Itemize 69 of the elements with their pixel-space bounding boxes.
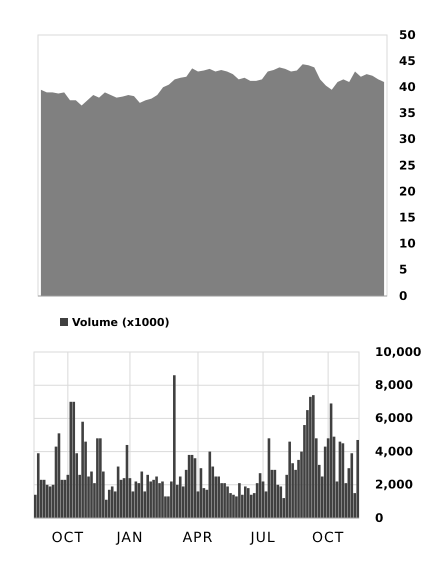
bar [268,438,270,518]
x-tick-label: JUL [249,530,276,546]
bar [126,444,128,518]
bar [116,466,120,518]
bar [342,443,344,518]
bar [350,453,354,518]
bar [58,433,60,518]
y-tick-label: 6,000 [375,411,413,426]
bar [246,488,250,518]
y-tick-label: 30 [399,132,416,146]
bar [134,481,138,518]
bar [110,486,114,518]
bar [48,486,52,518]
bar [161,481,164,518]
bar [42,480,46,518]
bar [188,454,190,518]
bar [232,494,235,518]
y-tick-label: 0 [399,288,408,303]
bar [309,396,312,518]
y-tick-label: 50 [399,28,416,42]
bar [178,476,182,518]
bar [226,486,229,518]
bar [99,438,102,518]
bar [279,486,282,518]
bar [108,490,111,518]
bar [223,483,226,518]
bar [274,470,276,518]
bar [238,483,241,518]
bar [69,402,72,518]
bar [36,453,40,518]
bar [173,375,176,518]
x-tick-label: APR [182,530,214,546]
bar [81,422,84,518]
y-tick-label: 10 [399,236,416,251]
y-tick-label: 25 [399,158,416,172]
bar [96,438,99,518]
bar [190,454,194,518]
bar [258,473,262,518]
y-tick-label: 10,000 [375,344,422,359]
bar [208,452,212,518]
bar [152,480,155,518]
x-tick-label: OCT [312,530,344,546]
bar [90,472,93,518]
y-tick-label: 20 [399,184,416,198]
bar [338,442,342,518]
bar [146,474,149,518]
y-tick-label: 8,000 [375,378,413,392]
y-tick-label: 0 [375,510,384,525]
bar [356,440,359,518]
bar [312,395,315,518]
bar [155,476,158,518]
y-tick-label: 4,000 [375,444,413,458]
x-tick-label: OCT [52,530,84,546]
bar [194,458,196,518]
bar [72,402,76,518]
x-tick-label: JAN [115,530,144,546]
y-tick-label: 2,000 [375,478,413,492]
y-tick-label: 45 [399,54,416,68]
bar [330,403,332,518]
bar [244,486,247,518]
bar [200,468,202,518]
bar [217,476,220,518]
y-tick-label: 5 [399,262,408,277]
y-tick-label: 15 [399,210,416,225]
bar [288,442,291,518]
y-tick-label: 40 [399,80,416,94]
legend-label: Volume (x1000) [72,316,170,329]
y-tick-label: 35 [399,106,416,120]
bar [140,472,144,518]
